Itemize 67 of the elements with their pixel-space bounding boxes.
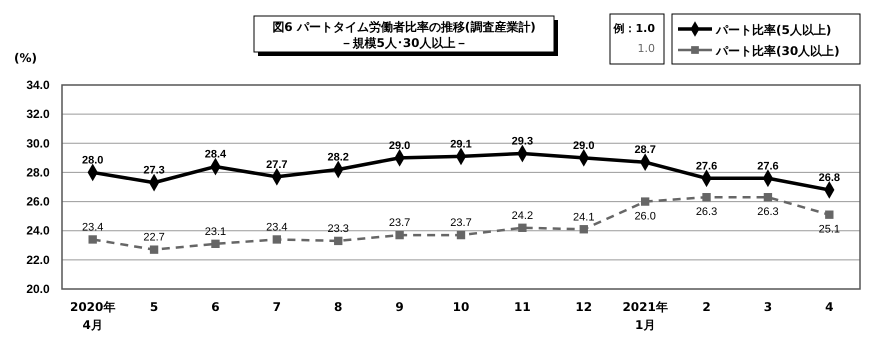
data-label: 26.3 [757, 206, 779, 218]
data-label: 23.7 [450, 217, 472, 230]
legend-label: パート比率(5人以上) [715, 23, 832, 37]
data-label: 28.4 [204, 148, 228, 161]
data-label: 27.6 [757, 160, 779, 172]
point [580, 225, 588, 234]
x-tick-label: 4 [825, 300, 834, 314]
data-label: 26.0 [634, 210, 656, 223]
data-label: 27.3 [143, 164, 165, 177]
data-label: 29.0 [388, 140, 410, 152]
x-tick-label: 6 [211, 300, 220, 314]
data-label: 25.1 [818, 224, 840, 236]
data-label: 27.6 [696, 160, 718, 172]
point [211, 240, 220, 248]
y-tick-label: 24.0 [26, 224, 50, 238]
point [150, 245, 158, 254]
y-axis-title: (%) [14, 51, 37, 65]
x-tick-label: 2021年 1月 [622, 300, 668, 332]
data-label: 23.4 [82, 221, 104, 234]
point [456, 230, 466, 240]
point [272, 235, 282, 244]
point [88, 235, 97, 244]
data-label: 29.3 [512, 135, 534, 148]
y-tick-label: 22.0 [26, 252, 50, 267]
point [518, 224, 527, 232]
point [702, 193, 711, 202]
x-tick-label: 2020年 4月 [70, 300, 116, 332]
data-label: 28.7 [634, 144, 656, 156]
x-tick-label: 10 [452, 300, 470, 314]
y-tick-label: 20.0 [26, 282, 50, 296]
point [334, 236, 342, 246]
x-tick-label: 3 [764, 300, 772, 314]
y-tick-label: 34.0 [26, 78, 50, 92]
text: 1.0 [638, 42, 655, 55]
chart-subtitle: －規模5人･30人以上－ [340, 36, 468, 50]
chart-title: 図6 パートタイム労働者比率の推移(調査産業計) [272, 20, 536, 34]
y-tick-label: 30.0 [26, 136, 50, 150]
data-label: 23.4 [266, 221, 288, 234]
data-label: 23.3 [328, 222, 349, 235]
data-label: 26.3 [696, 206, 718, 218]
data-label: 26.8 [818, 172, 840, 184]
data-label: 23.1 [204, 226, 226, 238]
data-label: 24.1 [573, 211, 594, 224]
legend-label: パート比率(30人以上) [715, 44, 840, 58]
x-tick-label: 11 [514, 300, 531, 314]
data-label: 29.1 [450, 138, 472, 150]
data-label: 23.7 [388, 217, 410, 230]
point [825, 210, 834, 219]
x-tick-label: 8 [334, 300, 342, 314]
x-tick-label: 5 [150, 300, 158, 314]
data-label: 22.7 [143, 232, 165, 244]
x-tick-label: 9 [395, 300, 404, 314]
y-tick-label: 32.0 [26, 107, 50, 122]
x-tick-label: 12 [575, 300, 592, 314]
point [395, 230, 404, 240]
point [640, 197, 650, 206]
y-tick-label: 28.0 [26, 165, 50, 180]
data-label: 29.0 [573, 140, 594, 152]
data-label: 27.7 [266, 158, 288, 171]
data-label: 28.2 [328, 152, 349, 164]
x-tick-label: 7 [272, 300, 282, 314]
data-label: 28.0 [82, 154, 104, 166]
data-label: 24.2 [512, 210, 534, 222]
point [764, 193, 772, 202]
text: 例：1.0 [612, 22, 656, 35]
y-tick-label: 26.0 [26, 194, 50, 209]
x-tick-label: 2 [702, 300, 711, 314]
